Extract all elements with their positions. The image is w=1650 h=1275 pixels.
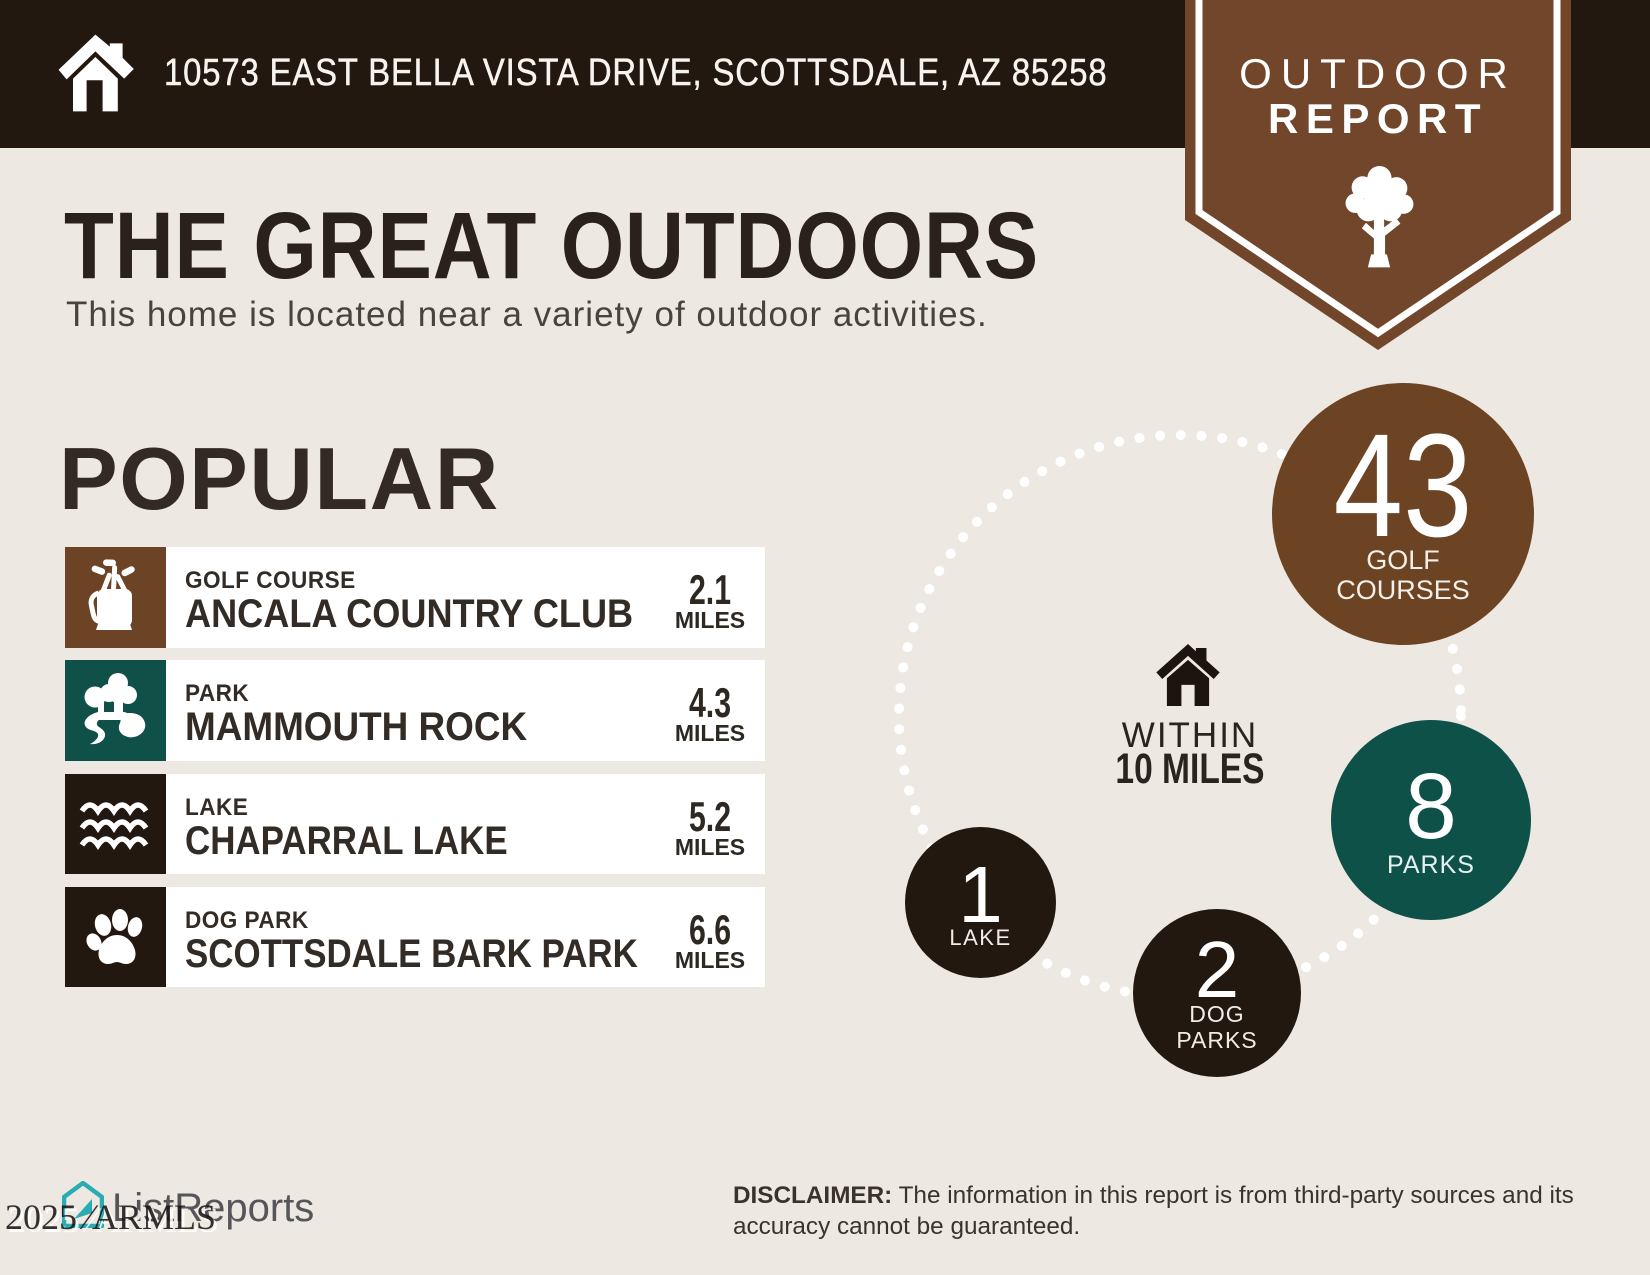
svg-text:OUTDOOR: OUTDOOR bbox=[1239, 50, 1517, 97]
svg-text:REPORT: REPORT bbox=[1268, 95, 1488, 142]
